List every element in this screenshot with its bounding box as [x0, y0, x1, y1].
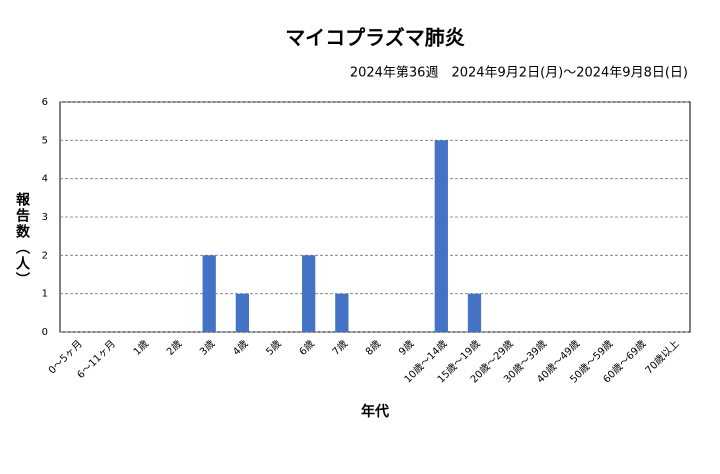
y-tick-label: 2: [42, 250, 48, 261]
x-tick-label: 5歳: [264, 338, 284, 358]
y-tick-label: 6: [42, 97, 48, 108]
x-tick-label: 9歳: [396, 338, 416, 358]
y-tick-label: 5: [42, 135, 48, 146]
y-tick-label: 1: [42, 289, 48, 300]
x-axis-title: 年代: [361, 403, 389, 420]
bar: [302, 255, 316, 332]
x-tick-label: 3歳: [197, 338, 217, 358]
bar: [235, 293, 249, 332]
bar: [434, 140, 448, 332]
bar: [467, 293, 482, 332]
x-tick-label: 2歳: [164, 338, 184, 358]
bar: [335, 293, 349, 332]
chart-subtitle: 2024年第36週 2024年9月2日(月)～2024年9月8日(日): [350, 66, 688, 81]
x-tick-label: 7歳: [330, 338, 350, 358]
x-tick-label: 4歳: [231, 338, 251, 358]
y-tick-label: 0: [42, 327, 48, 338]
x-tick-label: 70歳以上: [643, 338, 682, 377]
x-tick-label: 1歳: [131, 338, 151, 358]
bar: [202, 255, 216, 332]
y-tick-label: 4: [42, 174, 48, 185]
x-tick-label: 6歳: [297, 338, 317, 358]
chart-title: マイコプラズマ肺炎: [285, 26, 465, 50]
x-tick-label: 8歳: [363, 338, 383, 358]
y-tick-label: 3: [42, 212, 48, 223]
y-axis-title: 報告数（人）: [14, 191, 31, 288]
